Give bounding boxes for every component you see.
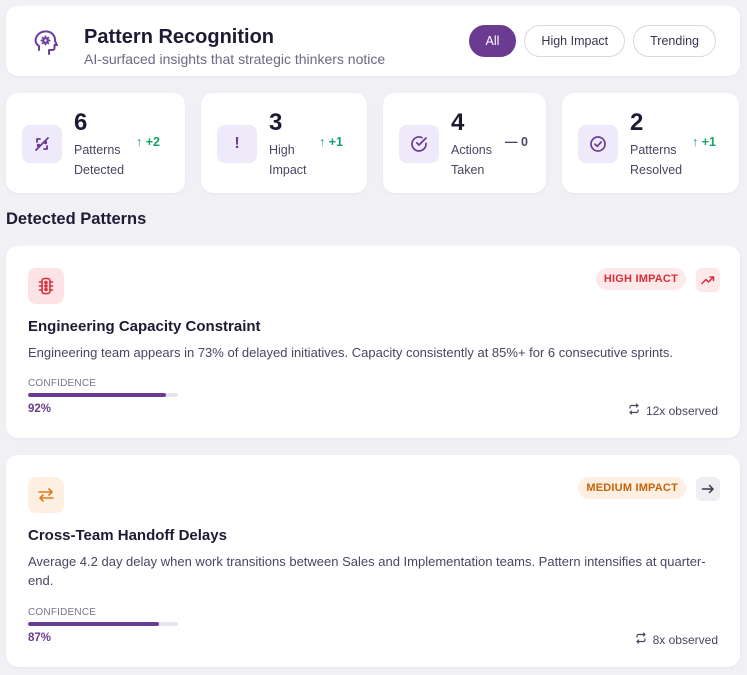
check-circle-icon [399, 125, 439, 163]
repeat-icon [635, 632, 647, 647]
stat-value: 6 [74, 109, 88, 136]
page-title: Pattern Recognition [84, 26, 275, 48]
stat-value: 4 [451, 109, 465, 136]
swap-arrows-icon [28, 477, 64, 513]
stat-value: 3 [269, 109, 283, 136]
stat-card-high-impact: ! 3 High Impact ↑ +1 [201, 93, 367, 193]
confidence-fill [28, 393, 166, 397]
confidence-label: CONFIDENCE [28, 607, 97, 618]
repeat-icon [628, 403, 640, 418]
stat-delta: ↑ +1 [319, 135, 343, 149]
page-subtitle: AI-surfaced insights that strategic thin… [84, 51, 386, 67]
impact-badge: HIGH IMPACT [595, 268, 686, 290]
arrow-up-icon: ↑ [319, 135, 326, 149]
filter-trending-button[interactable]: Trending [633, 25, 716, 57]
arrow-up-icon: ↑ [692, 135, 699, 149]
impact-badge: MEDIUM IMPACT [578, 477, 686, 499]
observed-count: 12x observed [628, 403, 718, 418]
confidence-bar [28, 622, 178, 626]
exclamation-icon: ! [217, 125, 257, 163]
stat-delta: ↑ +1 [692, 135, 716, 149]
stat-delta-value: +1 [328, 135, 343, 149]
stat-label-line: Detected [74, 163, 125, 177]
stat-label-line: Patterns [630, 143, 677, 157]
pattern-title: Cross-Team Handoff Delays [28, 527, 227, 544]
dash-icon: — [505, 135, 518, 149]
observed-text: 8x observed [652, 632, 718, 647]
stat-label-line: High [269, 143, 295, 157]
confidence-fill [28, 622, 159, 626]
stat-delta: — 0 [505, 135, 528, 149]
traffic-light-icon [28, 268, 64, 304]
observed-count: 8x observed [635, 632, 718, 647]
filter-high-impact-button[interactable]: High Impact [524, 25, 626, 57]
stat-delta-value: +1 [701, 135, 716, 149]
stat-label: Actions Taken [451, 140, 492, 180]
stat-delta-value: 0 [520, 135, 528, 149]
stat-card-patterns-resolved: 2 Patterns Resolved ↑ +1 [562, 93, 739, 193]
pattern-description: Engineering team appears in 73% of delay… [28, 345, 673, 360]
pattern-icon [22, 125, 62, 163]
pattern-card[interactable]: MEDIUM IMPACT Cross-Team Handoff Delays … [6, 455, 740, 667]
stat-delta: ↑ +2 [136, 135, 160, 149]
observed-text: 12x observed [645, 403, 718, 418]
confidence-value: 87% [28, 632, 52, 644]
stat-delta-value: +2 [145, 135, 160, 149]
stat-label-line: Resolved [630, 163, 683, 177]
section-title: Detected Patterns [6, 210, 147, 228]
pattern-title: Engineering Capacity Constraint [28, 318, 261, 335]
arrow-up-icon: ↑ [136, 135, 143, 149]
filter-group: All High Impact Trending [468, 25, 716, 57]
stat-label: Patterns Detected [74, 140, 124, 180]
check-circle-icon [578, 125, 618, 163]
confidence-value: 92% [28, 403, 52, 415]
pattern-description: Average 4.2 day delay when work transiti… [28, 554, 706, 588]
pattern-card[interactable]: HIGH IMPACT Engineering Capacity Constra… [6, 246, 740, 438]
stat-card-patterns-detected: 6 Patterns Detected ↑ +2 [6, 93, 185, 193]
stat-label-line: Actions [451, 143, 492, 157]
filter-all-button[interactable]: All [468, 25, 517, 57]
arrow-right-icon[interactable] [696, 477, 720, 501]
stat-label-line: Taken [451, 163, 485, 177]
confidence-bar [28, 393, 178, 397]
header-card: Pattern Recognition AI-surfaced insights… [6, 6, 740, 76]
stat-label-line: Patterns [74, 143, 121, 157]
brain-gear-icon [32, 28, 62, 58]
stat-label: Patterns Resolved [630, 140, 682, 180]
trending-up-icon[interactable] [696, 268, 720, 292]
stat-label-line: Impact [269, 163, 307, 177]
stat-value: 2 [630, 109, 644, 136]
stat-label: High Impact [269, 140, 307, 180]
confidence-label: CONFIDENCE [28, 378, 97, 389]
stat-card-actions-taken: 4 Actions Taken — 0 [383, 93, 546, 193]
